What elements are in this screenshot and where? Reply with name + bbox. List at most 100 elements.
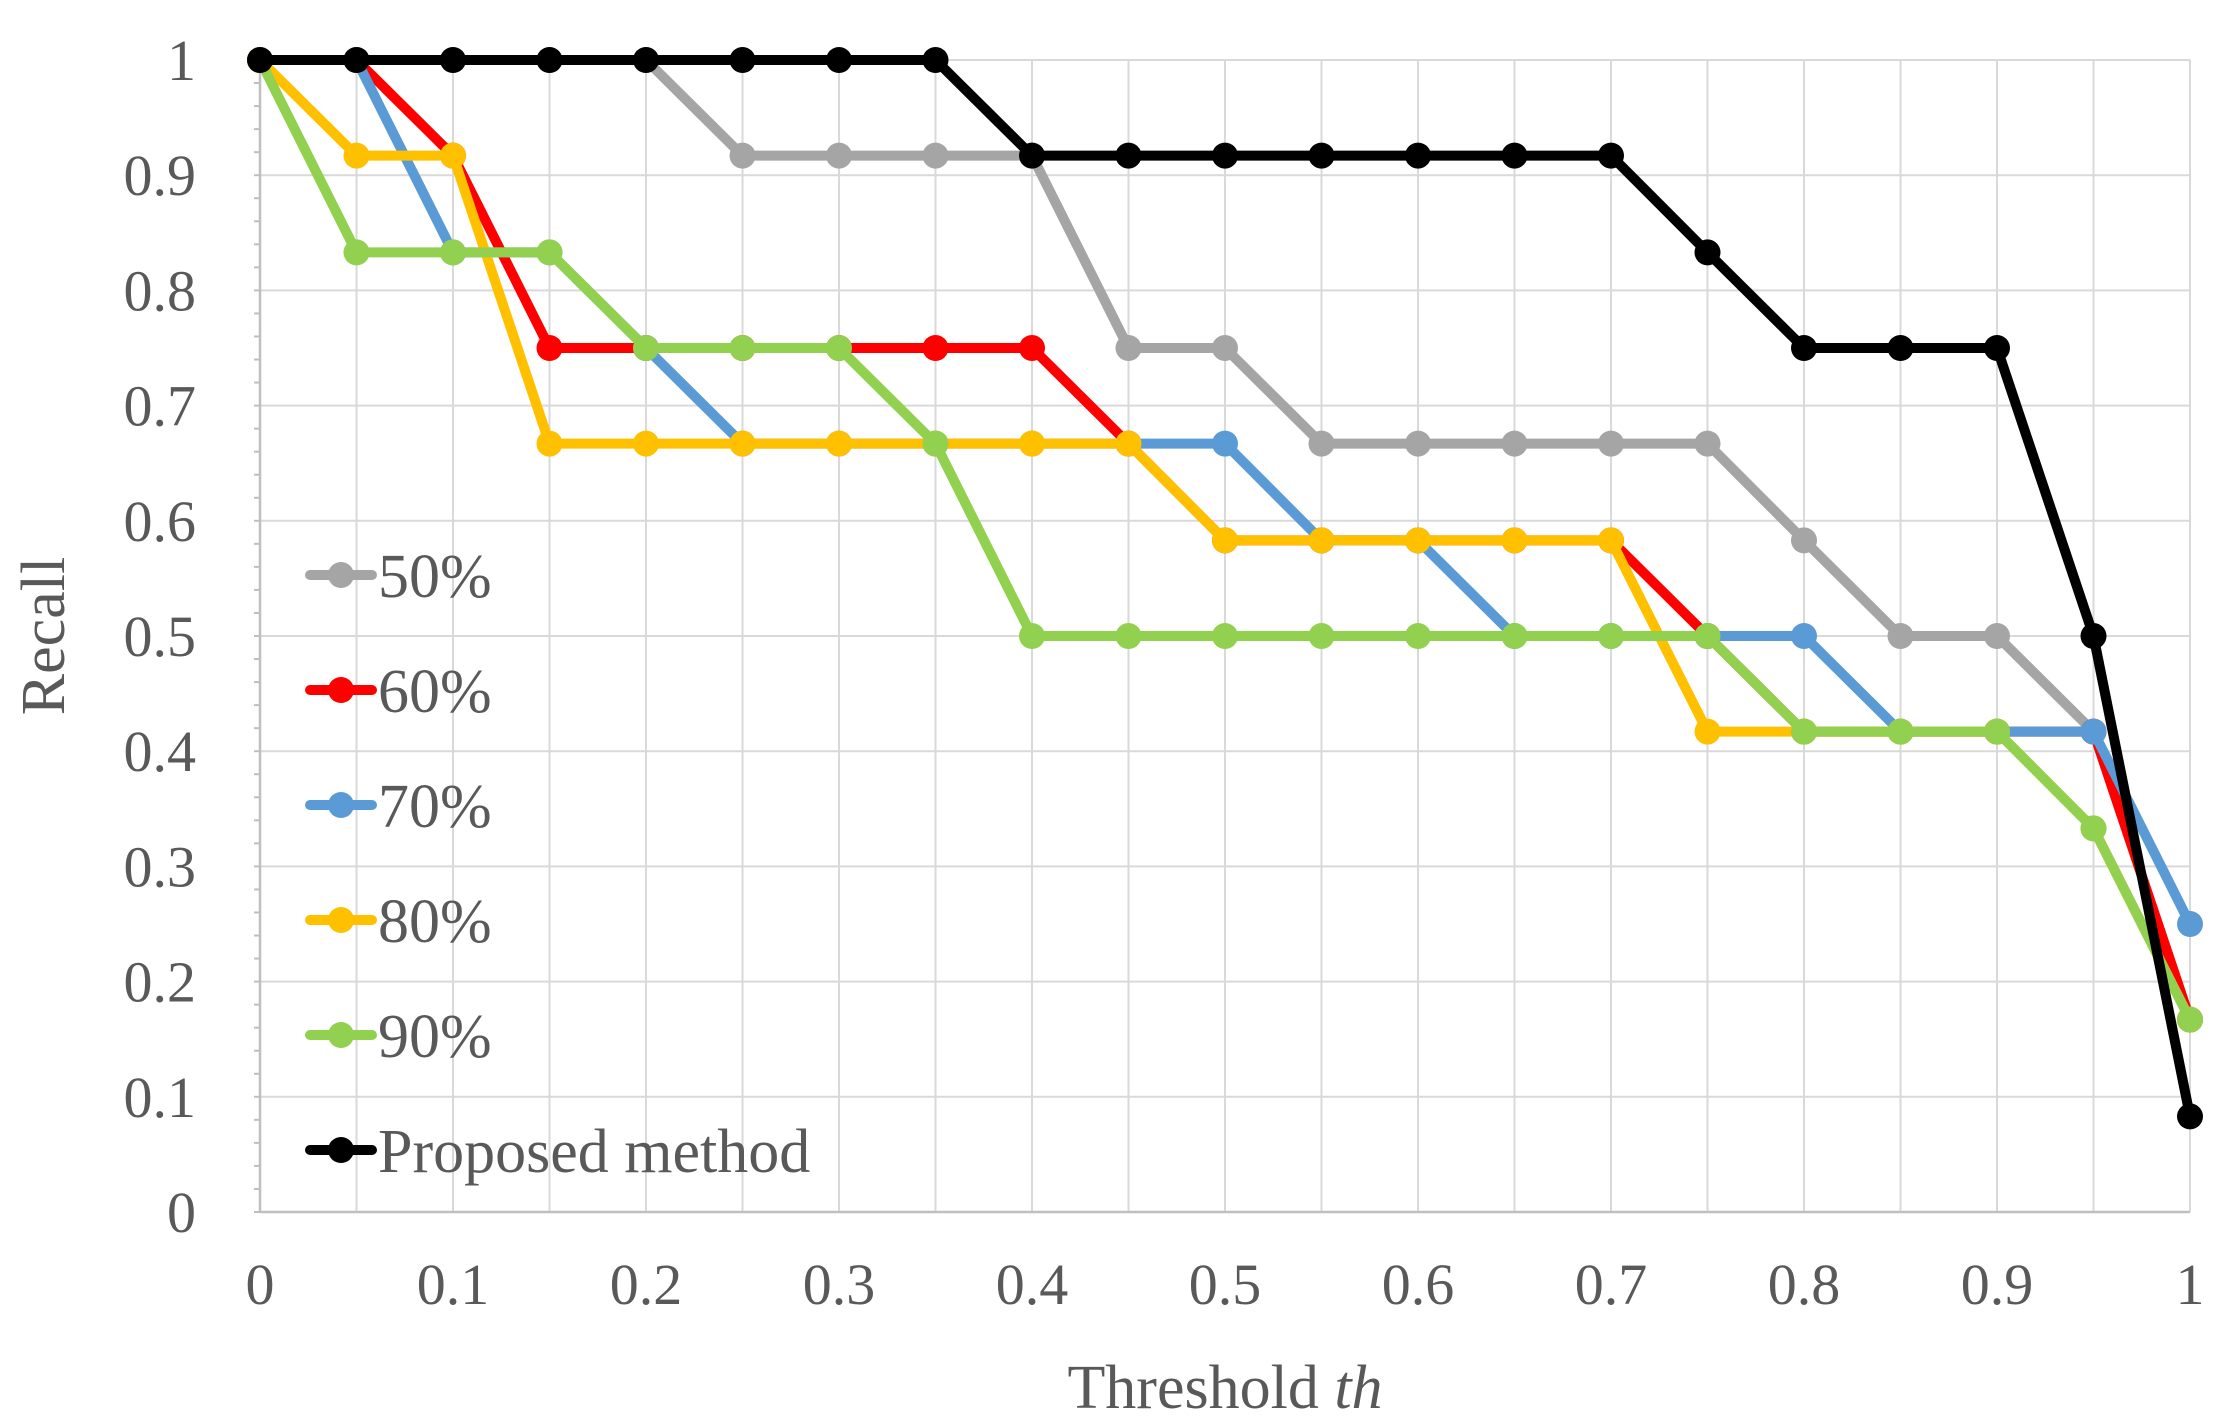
data-point (1598, 527, 1624, 554)
legend-item: 50% (305, 543, 492, 611)
data-point (536, 239, 563, 266)
legend-item: 90% (305, 1003, 492, 1071)
x-tick-label: 1 (2176, 1252, 2205, 1317)
x-tick-label: 0.7 (1575, 1252, 1648, 1317)
data-point (440, 142, 466, 169)
legend-label: 90% (378, 1003, 492, 1071)
x-axis-title: Threshold th (1067, 1354, 1382, 1422)
x-tick-label: 0.4 (996, 1252, 1069, 1317)
legend: 50% 60% 70% 80% 90% Proposed method (305, 543, 810, 1186)
data-point (1501, 623, 1528, 649)
data-point (1598, 430, 1624, 457)
legend-label: 50% (378, 543, 492, 611)
data-point (1984, 623, 2010, 649)
data-point (1019, 142, 1045, 169)
data-point (826, 335, 852, 361)
legend-swatch-marker (328, 907, 354, 933)
legend-item: Proposed method (305, 1118, 810, 1186)
data-point (1984, 718, 2010, 745)
data-point (1887, 718, 1914, 745)
legend-label: 70% (378, 773, 492, 841)
data-point (1308, 142, 1335, 169)
data-point (1501, 142, 1528, 169)
data-point (1212, 623, 1238, 649)
data-point (1791, 527, 1817, 554)
data-point (1887, 623, 1914, 649)
data-point (1984, 335, 2010, 361)
data-point (247, 47, 273, 73)
data-point (1791, 335, 1817, 361)
data-point (1405, 430, 1431, 457)
y-tick-label: 0.6 (124, 489, 197, 554)
x-axis-title-italic: th (1334, 1354, 1382, 1422)
data-point (1019, 430, 1045, 457)
data-point (2177, 1006, 2203, 1033)
data-point (1115, 430, 1142, 457)
legend-item: 70% (305, 773, 492, 841)
data-point (1405, 623, 1431, 649)
data-point (536, 335, 563, 361)
data-point (826, 47, 852, 73)
data-point (1115, 623, 1142, 649)
legend-label: Proposed method (378, 1118, 810, 1186)
data-point (826, 142, 852, 169)
legend-swatch-marker (328, 1137, 354, 1163)
data-point (2080, 718, 2107, 745)
legend-label: 60% (378, 658, 492, 726)
data-point (1694, 718, 1721, 745)
data-point (1791, 623, 1817, 649)
data-point (343, 47, 370, 73)
series-proposed-method (247, 47, 2203, 1130)
y-tick-label: 0.2 (124, 950, 197, 1015)
data-point (1212, 335, 1238, 361)
data-point (1501, 527, 1528, 554)
data-point (343, 239, 370, 266)
data-point (1501, 430, 1528, 457)
data-point (1212, 527, 1238, 554)
legend-item: 60% (305, 658, 492, 726)
y-tick-label: 0.8 (124, 258, 197, 323)
data-point (729, 430, 756, 457)
y-tick-label: 0 (167, 1180, 196, 1245)
data-point (536, 430, 563, 457)
data-point (2080, 815, 2107, 842)
data-point (1019, 335, 1045, 361)
data-point (1115, 142, 1142, 169)
legend-item: 80% (305, 888, 492, 956)
data-point (1405, 142, 1431, 169)
y-tick-label: 0.9 (124, 143, 197, 208)
data-point (440, 239, 466, 266)
data-point (2177, 911, 2203, 937)
y-tick-label: 0.7 (124, 374, 197, 439)
x-tick-label: 0.8 (1768, 1252, 1841, 1317)
y-tick-label: 0.1 (124, 1065, 197, 1130)
series-90- (247, 47, 2203, 1033)
x-tick-label: 0.5 (1189, 1252, 1262, 1317)
y-tick-label: 0.4 (124, 719, 197, 784)
data-point (729, 47, 756, 73)
data-point (1115, 335, 1142, 361)
data-point (922, 142, 949, 169)
data-point (536, 47, 563, 73)
data-point (729, 335, 756, 361)
data-point (922, 335, 949, 361)
y-tick-label: 0.5 (124, 604, 197, 669)
legend-swatch-marker (328, 677, 354, 703)
x-tick-label: 0.6 (1382, 1252, 1455, 1317)
data-point (826, 430, 852, 457)
data-point (729, 142, 756, 169)
data-point (1019, 623, 1045, 649)
x-tick-label: 0 (246, 1252, 275, 1317)
legend-swatch-marker (328, 1022, 354, 1048)
x-tick-label: 0.9 (1961, 1252, 2034, 1317)
data-point (440, 47, 466, 73)
data-point (633, 335, 659, 361)
data-point (2080, 623, 2107, 649)
data-point (1212, 430, 1238, 457)
data-point (922, 47, 949, 73)
y-tick-label: 1 (167, 28, 196, 93)
y-tick-label: 0.3 (124, 834, 197, 899)
data-point (1308, 527, 1335, 554)
